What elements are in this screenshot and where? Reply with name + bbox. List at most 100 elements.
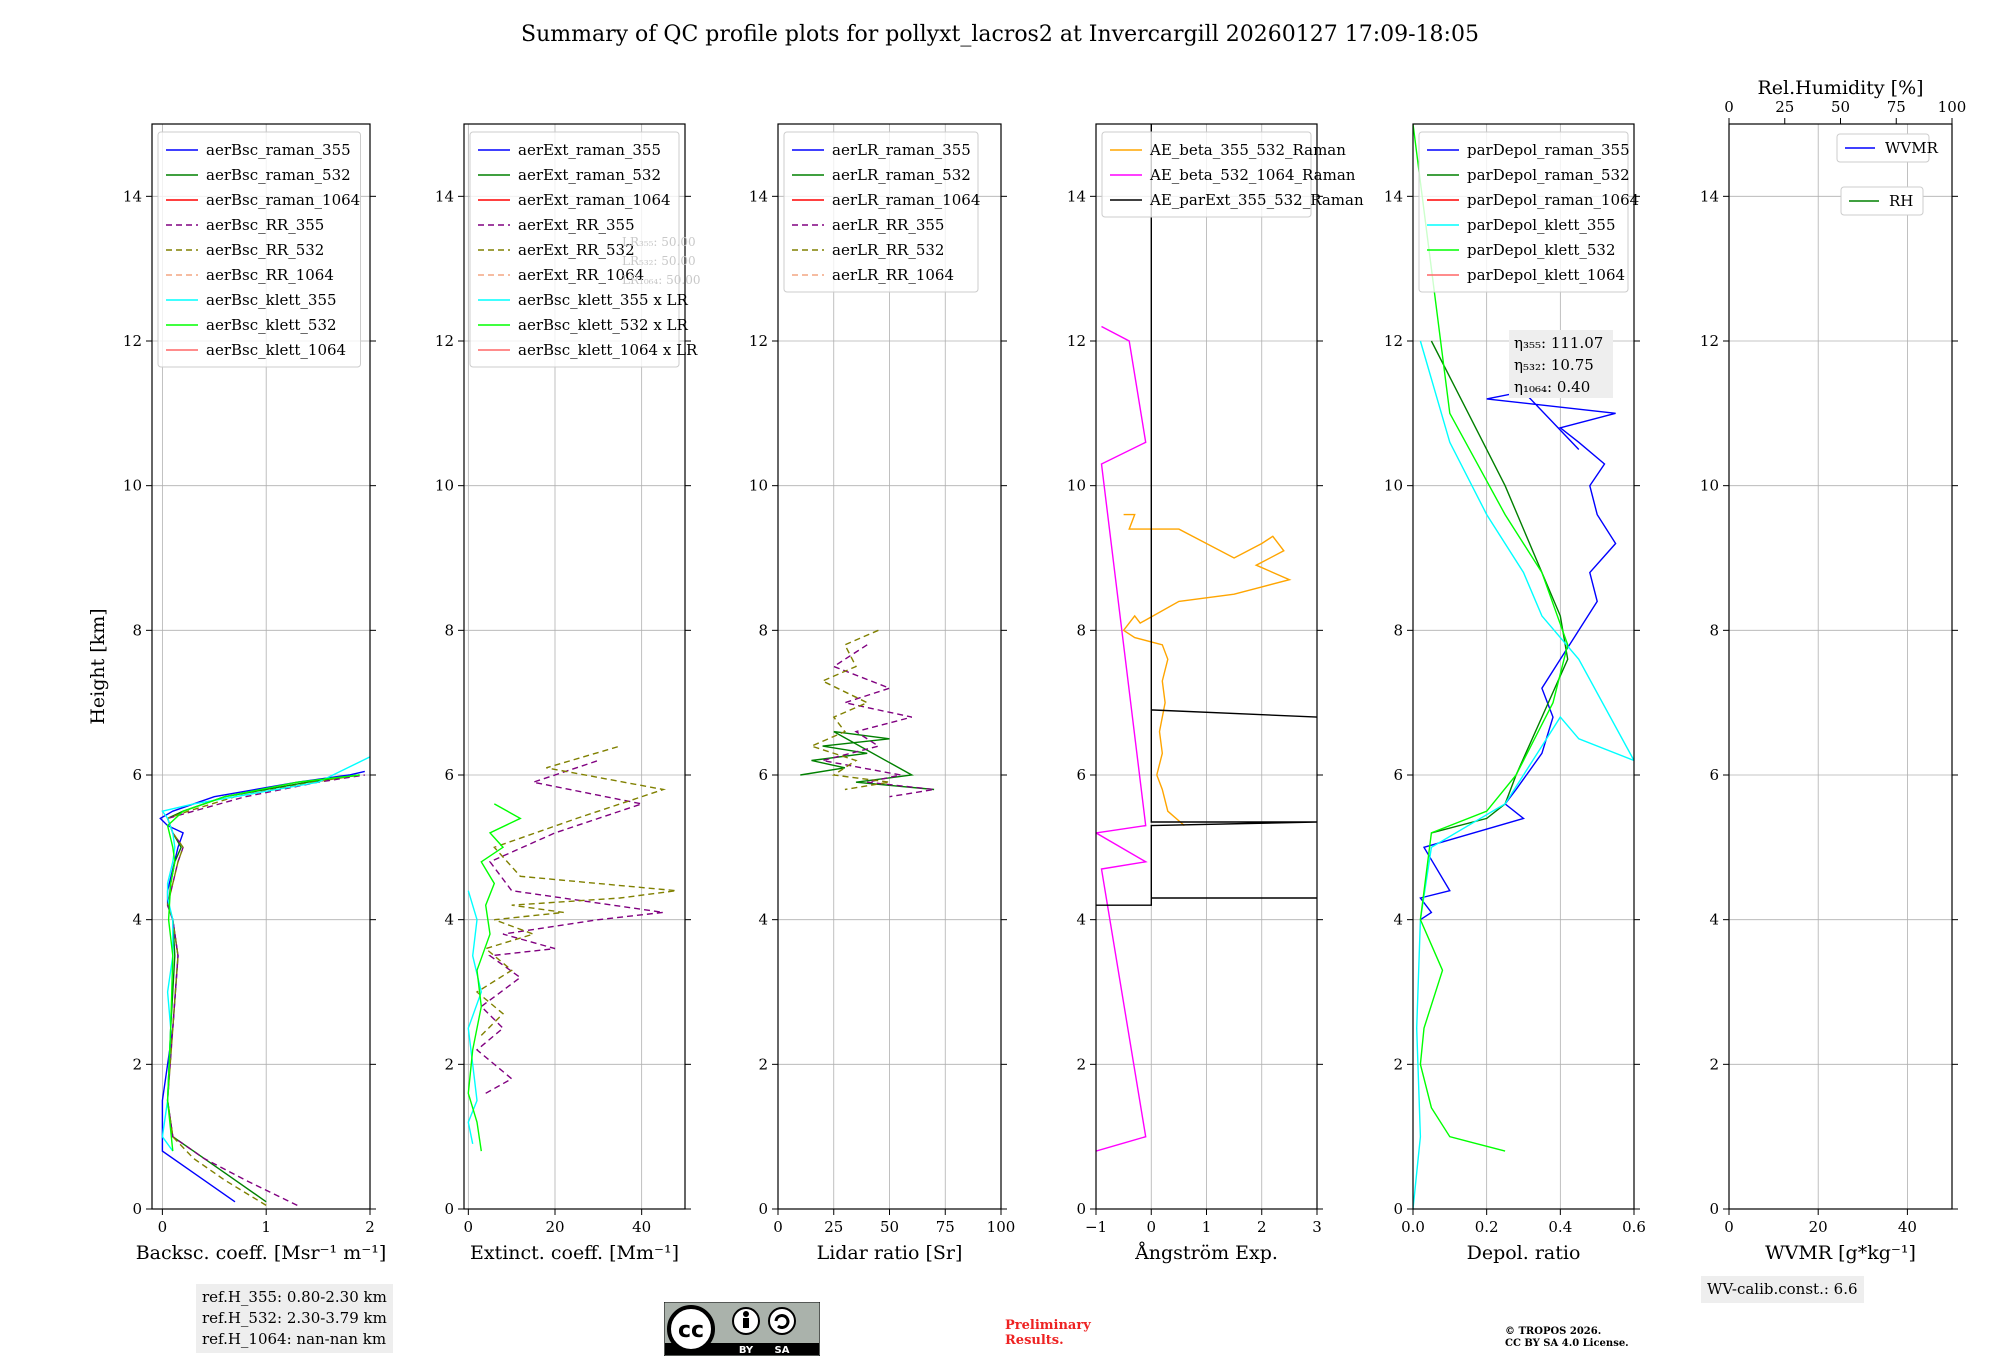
bsc-xtick-label: 1 <box>261 1218 271 1236</box>
lr-ytick-label: 4 <box>758 911 768 929</box>
wv-ytick-label: 12 <box>1700 332 1719 350</box>
depol-legend-label: parDepol_klett_1064 <box>1467 266 1625 284</box>
ext-xtick-label: 0 <box>464 1218 474 1236</box>
lr-series-aerlr-raman-532 <box>800 730 935 791</box>
depol-ytick-label: 6 <box>1393 766 1403 784</box>
bsc-ytick-label: 10 <box>123 477 142 495</box>
preliminary-note: Preliminary Results. <box>1005 1318 1091 1348</box>
rh-top-tick-label: 75 <box>1887 98 1906 116</box>
ae-xtick-label: 1 <box>1202 1218 1212 1236</box>
bsc-axes-frame <box>151 123 371 1210</box>
legend-wvmr-box <box>1836 133 1930 163</box>
lr-ytick-label: 0 <box>758 1200 768 1218</box>
ext-xlabel: Extinct. coeff. [Mm⁻¹] <box>470 1242 679 1264</box>
depol-xtick-label: 0.2 <box>1475 1218 1499 1236</box>
ext-ytick-label: 8 <box>444 621 454 639</box>
ext-series-aerbsc-klett-355-x-lr <box>467 890 483 1145</box>
depol-legend-box <box>1418 131 1629 293</box>
bsc-series-aerbsc-raman-355 <box>159 770 365 1203</box>
depol-ytick-label: 10 <box>1384 477 1403 495</box>
ext-legend-label: aerExt_RR_1064 <box>518 266 644 284</box>
ext-ytick-label: 2 <box>444 1055 454 1073</box>
bsc-legend-box <box>157 131 361 368</box>
ext-legend-label: aerExt_raman_1064 <box>518 191 671 209</box>
ext-xtick-label: 40 <box>632 1218 651 1236</box>
ae-legend-label: AE_parExt_355_532_Raman <box>1149 191 1364 209</box>
bsc-ytick-label: 8 <box>132 621 142 639</box>
ae-legend-box <box>1101 131 1312 218</box>
depol-legend-label: parDepol_raman_1064 <box>1467 191 1639 209</box>
legend-label-rh: RH <box>1889 192 1913 210</box>
ae-series-ae-parext-355-532-raman <box>1096 124 1317 906</box>
lr-ytick-label: 2 <box>758 1055 768 1073</box>
cc-by-label: BY <box>739 1345 754 1356</box>
ae-ytick-label: 6 <box>1076 766 1086 784</box>
lr-legend-box <box>783 131 979 293</box>
depol-xtick-label: 0.4 <box>1548 1218 1572 1236</box>
bsc-xlabel: Backsc. coeff. [Msr⁻¹ m⁻¹] <box>136 1242 387 1264</box>
depol-legend-label: parDepol_klett_532 <box>1467 241 1616 259</box>
depol-ytick-label: 14 <box>1384 187 1403 205</box>
ae-ytick-label: 8 <box>1076 621 1086 639</box>
ext-legend-label: aerExt_RR_532 <box>518 241 635 259</box>
eta-annotation-text: η₅₃₂: 10.75 <box>1514 356 1594 374</box>
copyright-note: © TROPOS 2026. CC BY SA 4.0 License. <box>1505 1326 1629 1350</box>
depol-ytick-label: 2 <box>1393 1055 1403 1073</box>
wv-ytick-label: 4 <box>1709 911 1719 929</box>
bsc-series-aerbsc-klett-532 <box>166 774 360 1152</box>
bsc-legend-label: aerBsc_klett_355 <box>206 291 337 309</box>
ext-ytick-label: 14 <box>435 187 454 205</box>
depol-xtick-label: 0.6 <box>1622 1218 1646 1236</box>
rh-top-xlabel: Rel.Humidity [%] <box>1757 77 1923 99</box>
ext-legend-label: aerExt_RR_355 <box>518 216 635 234</box>
lr-legend-label: aerLR_RR_355 <box>832 216 944 234</box>
lr-legend-label: aerLR_raman_355 <box>832 141 971 159</box>
ext-ytick-label: 0 <box>444 1200 454 1218</box>
lr-ytick-label: 14 <box>749 187 768 205</box>
bsc-xtick-label: 2 <box>365 1218 375 1236</box>
ae-ytick-label: 2 <box>1076 1055 1086 1073</box>
ext-lr-annotation: LR₁₀₆₄: 50.00 <box>622 273 700 287</box>
ext-legend-label: aerExt_raman_355 <box>518 141 661 159</box>
lr-xtick-label: 50 <box>880 1218 899 1236</box>
eta-annotation-text: η₃₅₅: 111.07 <box>1514 334 1603 352</box>
bsc-ytick-label: 0 <box>132 1200 142 1218</box>
svg-text:cc: cc <box>678 1318 704 1343</box>
depol-legend-label: parDepol_klett_355 <box>1467 216 1616 234</box>
ae-xtick-label: 3 <box>1312 1218 1322 1236</box>
bsc-ytick-label: 14 <box>123 187 142 205</box>
ae-series-ae-beta-355-532-raman <box>1122 513 1292 827</box>
ae-ytick-label: 0 <box>1076 1200 1086 1218</box>
wv-calib-text: WV-calib.const.: 6.6 <box>1707 1280 1858 1298</box>
preliminary-line-1: Preliminary <box>1005 1318 1091 1333</box>
ext-legend-label: aerBsc_klett_1064 x LR <box>518 341 698 359</box>
ext-axes-frame <box>463 123 686 1210</box>
depol-ytick-label: 0 <box>1393 1200 1403 1218</box>
depol-legend-label: parDepol_raman_532 <box>1467 166 1630 184</box>
bsc-series-aerbsc-rr-355 <box>166 774 365 1207</box>
figure-title: Summary of QC profile plots for pollyxt_… <box>521 22 1479 47</box>
refh-1064: ref.H_1064: nan-nan km <box>202 1330 387 1348</box>
ae-ytick-label: 14 <box>1067 187 1086 205</box>
lr-legend-label: aerLR_RR_1064 <box>832 266 954 284</box>
ae-xtick-label: 0 <box>1146 1218 1156 1236</box>
ext-series-aerbsc-klett-532-x-lr <box>467 803 522 1152</box>
lr-xtick-label: 25 <box>824 1218 843 1236</box>
preliminary-line-2: Results. <box>1005 1333 1064 1348</box>
depol-ytick-label: 8 <box>1393 621 1403 639</box>
ext-ytick-label: 6 <box>444 766 454 784</box>
wv-ytick-label: 2 <box>1709 1055 1719 1073</box>
bsc-legend-label: aerBsc_raman_532 <box>206 166 351 184</box>
rh-top-tick-label: 100 <box>1938 98 1967 116</box>
bsc-series-aerbsc-raman-532 <box>166 774 360 1203</box>
wv-ytick-label: 14 <box>1700 187 1719 205</box>
wv-ytick-label: 8 <box>1709 621 1719 639</box>
wv-ytick-label: 0 <box>1709 1200 1719 1218</box>
lr-ytick-label: 8 <box>758 621 768 639</box>
wv-xlabel: WVMR [g*kg⁻¹] <box>1765 1242 1916 1264</box>
cc-by-sa-badge: cc BY SA <box>664 1302 820 1356</box>
lr-series-aerlr-rr-355 <box>822 644 935 798</box>
ext-ytick-label: 12 <box>435 332 454 350</box>
ae-legend-label: AE_beta_355_532_Raman <box>1149 141 1346 159</box>
